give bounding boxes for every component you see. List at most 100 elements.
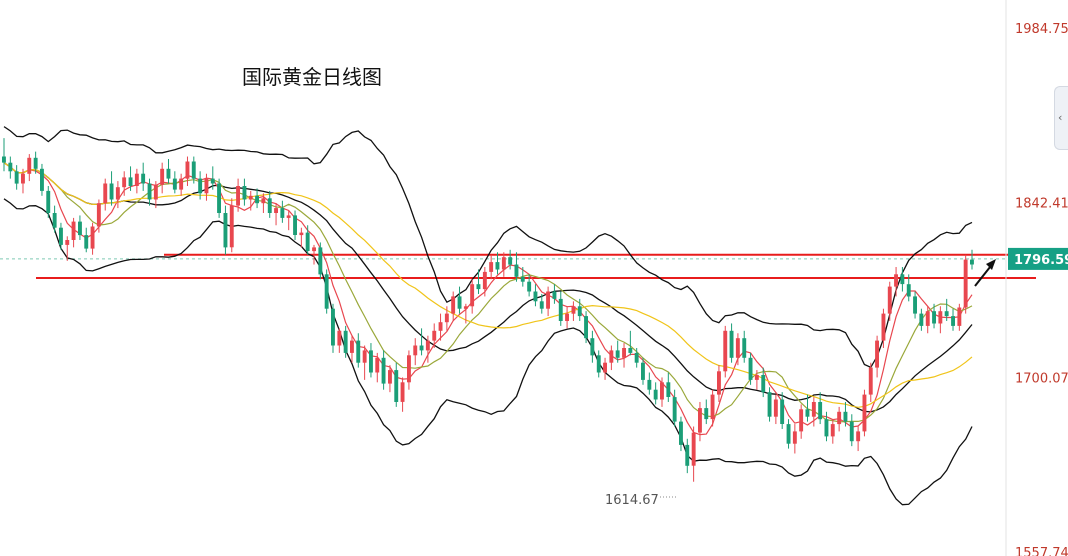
candle-body <box>742 338 747 358</box>
candle-body <box>913 296 917 314</box>
price-tick-label: 1842.41 <box>1015 197 1068 212</box>
candle <box>198 171 203 200</box>
candle-body <box>691 432 696 466</box>
candle <box>653 382 658 405</box>
candle-body <box>160 168 165 185</box>
candle <box>444 306 449 331</box>
candle <box>482 266 487 297</box>
candle-body <box>666 382 671 397</box>
bollinger-upper-band <box>3 126 973 369</box>
candle <box>59 222 63 250</box>
candle <box>337 328 342 353</box>
candle <box>571 301 576 321</box>
candle <box>704 399 709 425</box>
candle <box>463 303 468 324</box>
candle <box>286 210 291 231</box>
candle-body <box>653 389 658 400</box>
candle-body <box>40 168 44 191</box>
candle-body <box>324 274 329 309</box>
candle-body <box>615 350 620 358</box>
candle-body <box>919 313 924 326</box>
candle-body <box>166 168 171 179</box>
candle <box>609 345 614 371</box>
candle-body <box>438 322 443 331</box>
candle <box>862 389 867 437</box>
candle-body <box>735 338 740 358</box>
candle-body <box>717 371 721 395</box>
candle-body <box>533 291 538 302</box>
candle-body <box>280 208 285 218</box>
candle <box>293 210 297 240</box>
candle-body <box>546 291 550 309</box>
candle-body <box>590 338 595 356</box>
price-tick-label: 1984.75 <box>1015 22 1068 37</box>
candle <box>913 291 917 319</box>
candle-body <box>805 409 810 417</box>
candle-body <box>780 399 785 424</box>
candle <box>356 333 361 368</box>
candle <box>217 178 221 218</box>
candle-body <box>172 178 177 190</box>
candle <box>641 357 645 385</box>
candle <box>546 286 550 317</box>
candle-body <box>362 350 367 363</box>
candle <box>8 156 13 179</box>
candle-body <box>394 370 399 402</box>
candle <box>153 181 158 209</box>
candle-body <box>628 348 633 353</box>
candle-body <box>96 203 101 227</box>
candle <box>735 333 740 366</box>
candle <box>868 362 873 402</box>
candle-body <box>811 402 816 417</box>
candle <box>280 200 285 223</box>
candle <box>229 198 234 253</box>
candle-body <box>603 362 607 373</box>
candle-body <box>59 227 63 245</box>
candle <box>299 227 304 248</box>
candle-body <box>868 367 873 395</box>
candle-body <box>217 183 221 213</box>
candle <box>527 274 532 297</box>
candle-body <box>476 284 481 290</box>
ma-mid-line <box>3 162 973 423</box>
candle <box>185 156 190 186</box>
candle-body <box>539 301 544 309</box>
candle <box>805 394 810 422</box>
candle-body <box>65 240 70 245</box>
candle <box>957 303 962 331</box>
candle-body <box>843 411 848 422</box>
candle <box>438 313 443 341</box>
candle <box>400 377 405 412</box>
candle-body <box>514 264 519 277</box>
candle <box>242 178 247 206</box>
candle <box>394 362 399 407</box>
candle <box>894 266 898 297</box>
candle <box>584 311 588 344</box>
trend-arrow-icon <box>974 259 996 287</box>
candle-body <box>799 409 804 432</box>
bollinger-middle-band <box>3 162 973 413</box>
candle <box>381 350 386 390</box>
candle-body <box>286 215 291 218</box>
candle <box>780 392 785 429</box>
candle <box>501 252 506 277</box>
candle <box>115 181 120 209</box>
candle-body <box>261 198 266 204</box>
candle-body <box>571 306 576 314</box>
candle <box>21 168 25 194</box>
candle-body <box>84 235 89 249</box>
candle-body <box>552 291 557 299</box>
candle-body <box>767 392 772 417</box>
candle-body <box>887 286 892 314</box>
candle <box>318 242 323 280</box>
bollinger-lower-band <box>3 198 973 506</box>
collapse-panel-tab[interactable]: ‹ <box>1054 86 1068 150</box>
candle <box>236 178 240 212</box>
candle-body <box>14 171 19 184</box>
candle <box>261 193 266 213</box>
candle-body <box>685 444 690 466</box>
candle <box>799 404 804 439</box>
candle <box>362 345 367 380</box>
candle-body <box>122 177 127 188</box>
